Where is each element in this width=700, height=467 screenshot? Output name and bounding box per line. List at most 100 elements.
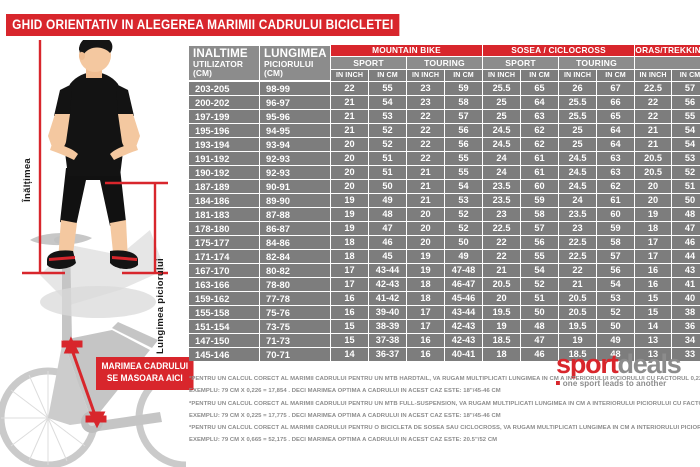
cell-inseam-length: 84-86 xyxy=(260,236,330,249)
cell-frame-size: 18 xyxy=(331,250,368,263)
cell-frame-size: 19 xyxy=(407,264,444,277)
cell-frame-size: 19 xyxy=(635,208,672,221)
cell-frame-size: 51 xyxy=(672,180,700,193)
rider-figure xyxy=(47,40,140,269)
cell-frame-size: 21 xyxy=(407,166,444,179)
logo-square-icon xyxy=(556,380,560,385)
cell-inseam-length: 75-76 xyxy=(260,306,330,319)
cell-frame-size: 14 xyxy=(635,320,672,333)
cell-inseam-length: 73-75 xyxy=(260,320,330,333)
inseam-label: Lungimea piciorului xyxy=(155,258,166,354)
cell-frame-size: 20 xyxy=(331,166,368,179)
cell-rider-height: 187-189 xyxy=(189,180,259,193)
cell-inseam-length: 87-88 xyxy=(260,208,330,221)
cell-frame-size: 64 xyxy=(597,124,635,137)
cell-inseam-length: 98-99 xyxy=(260,82,330,95)
cell-frame-size: 63 xyxy=(521,110,559,123)
cell-rider-height: 167-170 xyxy=(189,264,259,277)
cell-frame-size: 66 xyxy=(597,96,635,109)
cell-frame-size: 19 xyxy=(483,320,521,333)
cell-rider-height: 181-183 xyxy=(189,208,259,221)
cell-frame-size: 58 xyxy=(521,208,559,221)
cell-rider-height: 155-158 xyxy=(189,306,259,319)
cell-frame-size: 25 xyxy=(483,110,521,123)
cell-frame-size: 18 xyxy=(407,292,444,305)
cell-frame-size: 54 xyxy=(672,124,700,137)
cell-frame-size: 21 xyxy=(331,110,368,123)
cell-frame-size: 50 xyxy=(597,320,635,333)
cell-frame-size: 65 xyxy=(597,110,635,123)
unit-header: IN INCH xyxy=(635,70,672,81)
corner-header-inseam-line2: PICIORULUI (CM) xyxy=(264,59,314,79)
table-head: INALTIME UTILIZATOR (CM) LUNGIMEA PICIOR… xyxy=(189,45,700,81)
cell-frame-size: 64 xyxy=(597,138,635,151)
cell-frame-size: 22 xyxy=(407,152,444,165)
cell-frame-size: 49 xyxy=(369,194,406,207)
cell-inseam-length: 93-94 xyxy=(260,138,330,151)
cell-frame-size: 22 xyxy=(559,264,597,277)
footnote: *PENTRU UN CALCUL CORECT AL MARIMII CADR… xyxy=(189,376,700,382)
cell-rider-height: 184-186 xyxy=(189,194,259,207)
cell-frame-size: 46 xyxy=(369,236,406,249)
cell-inseam-length: 80-82 xyxy=(260,264,330,277)
size-table: INALTIME UTILIZATOR (CM) LUNGIMEA PICIOR… xyxy=(188,44,700,362)
cell-rider-height: 195-196 xyxy=(189,124,259,137)
cell-frame-size: 25 xyxy=(559,138,597,151)
table-row: 184-186 89-90 19 49 21 53 23.5 59 24 61 20 50 xyxy=(189,194,700,207)
table-row: 195-196 94-95 21 52 22 56 24.5 62 25 64 21 54 xyxy=(189,124,700,137)
cell-frame-size: 19 xyxy=(331,194,368,207)
cell-frame-size: 62 xyxy=(521,124,559,137)
sport-deals-logo: sportdeals one sport leads to another xyxy=(556,351,696,388)
cell-frame-size: 55 xyxy=(369,82,406,95)
table-row: 203-205 98-99 22 55 23 59 25.5 65 26 67 22.5 57 xyxy=(189,82,700,95)
cell-frame-size: 50 xyxy=(369,180,406,193)
cell-frame-size: 53 xyxy=(597,292,635,305)
table-row: 178-180 86-87 19 47 20 52 22.5 57 23 59 18 47 xyxy=(189,222,700,235)
cell-frame-size: 52 xyxy=(369,124,406,137)
cell-frame-size: 57 xyxy=(672,82,700,95)
cell-frame-size: 53 xyxy=(672,152,700,165)
cell-frame-size: 42-43 xyxy=(369,278,406,291)
cell-frame-size: 25.5 xyxy=(483,82,521,95)
table-body: 203-205 98-99 22 55 23 59 25.5 65 26 67 22.5 57 200-… xyxy=(189,82,700,361)
cell-frame-size: 48 xyxy=(672,208,700,221)
cell-frame-size: 50 xyxy=(672,194,700,207)
cell-frame-size: 24.5 xyxy=(559,152,597,165)
height-label: Înălțimea xyxy=(22,158,33,202)
cell-frame-size: 20 xyxy=(635,180,672,193)
cell-frame-size: 52 xyxy=(597,306,635,319)
cell-frame-size: 58 xyxy=(597,236,635,249)
cell-frame-size: 36 xyxy=(672,320,700,333)
cell-frame-size: 48 xyxy=(597,348,635,361)
sub-road-sport: SPORT xyxy=(483,57,559,69)
cell-frame-size: 55 xyxy=(521,250,559,263)
cell-frame-size: 52 xyxy=(445,208,483,221)
cell-frame-size: 24.5 xyxy=(483,124,521,137)
cell-frame-size: 13 xyxy=(635,348,672,361)
footnote: EXEMPLU: 79 CM X 0,226 = 17,854 . DECI M… xyxy=(189,388,501,395)
cell-frame-size: 55 xyxy=(672,110,700,123)
cell-frame-size: 19.5 xyxy=(483,306,521,319)
cell-frame-size: 17 xyxy=(331,278,368,291)
cell-inseam-length: 86-87 xyxy=(260,222,330,235)
cell-frame-size: 20 xyxy=(635,194,672,207)
cell-frame-size: 56 xyxy=(672,96,700,109)
cell-frame-size: 21 xyxy=(407,194,444,207)
category-header-row: INALTIME UTILIZATOR (CM) LUNGIMEA PICIOR… xyxy=(189,45,700,81)
corner-header-height: INALTIME UTILIZATOR (CM) xyxy=(189,45,259,81)
footnote: *PENTRU UN CALCUL CORECT AL MARIMII CADR… xyxy=(189,400,700,407)
cell-frame-size: 19 xyxy=(331,222,368,235)
cell-frame-size: 17 xyxy=(635,236,672,249)
logo-tagline: one sport leads to another xyxy=(556,378,692,388)
cell-frame-size: 16 xyxy=(331,306,368,319)
cell-frame-size: 22 xyxy=(483,236,521,249)
cell-frame-size: 54 xyxy=(369,96,406,109)
cell-inseam-length: 89-90 xyxy=(260,194,330,207)
cell-frame-size: 23 xyxy=(407,82,444,95)
logo-wordmark: sportdeals xyxy=(556,351,696,378)
table-row: 175-177 84-86 18 46 20 50 22 56 22.5 58 17 46 xyxy=(189,236,700,249)
cell-frame-size: 20 xyxy=(407,236,444,249)
cell-frame-size: 36-37 xyxy=(369,348,406,361)
unit-header: IN INCH xyxy=(407,70,444,81)
cell-frame-size: 15 xyxy=(635,306,672,319)
